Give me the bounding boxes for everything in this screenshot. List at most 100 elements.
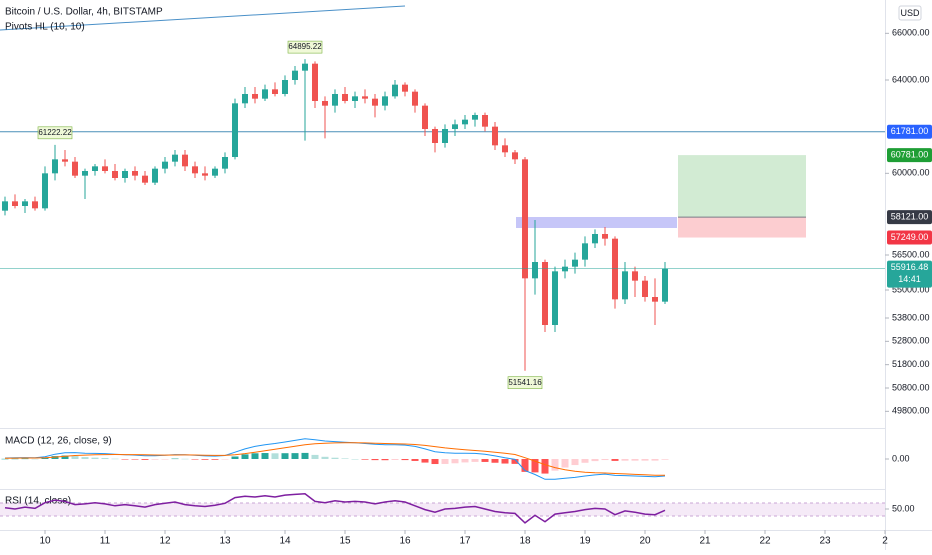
x-tick-label: 12: [159, 536, 171, 547]
x-tick-label: 16: [399, 536, 411, 547]
x-tick-label: 22: [759, 536, 771, 547]
macd-histogram-bar: [401, 459, 409, 461]
macd-histogram-bar: [111, 458, 119, 460]
macd-histogram-bar: [161, 459, 169, 460]
macd-histogram-bar: [531, 459, 539, 473]
candle-body: [122, 171, 128, 178]
macd-histogram-bar: [511, 459, 519, 464]
candle-body: [162, 161, 168, 169]
x-tick-label: 17: [459, 536, 471, 547]
candle-body: [222, 157, 228, 169]
candle-body: [132, 171, 138, 176]
countdown-label: 14:41: [898, 274, 921, 284]
macd-histogram-bar: [421, 459, 429, 463]
x-tick-label: 14: [279, 536, 291, 547]
x-tick-label: 13: [219, 536, 231, 547]
candle-body: [662, 268, 668, 302]
candle-body: [12, 201, 18, 206]
macd-histogram-bar: [641, 459, 649, 461]
candle-body: [32, 201, 38, 209]
y-tick-label: 55000.00: [892, 284, 930, 294]
candle-body: [472, 115, 478, 120]
candle-body: [272, 89, 278, 94]
candle-body: [502, 145, 508, 153]
macd-histogram-bar: [341, 458, 349, 459]
candle-body: [592, 234, 598, 244]
macd-histogram-bar: [411, 459, 419, 461]
macd-histogram-bar: [321, 456, 329, 459]
macd-histogram-bar: [301, 452, 309, 459]
candle-body: [452, 124, 458, 129]
candle-body: [512, 152, 518, 160]
macd-histogram-bar: [621, 459, 629, 461]
rsi-title: RSI (14, close): [5, 496, 71, 507]
macd-histogram-bar: [281, 453, 289, 459]
pivot-label: 64895.22: [288, 42, 322, 51]
macd-histogram-bar: [21, 458, 29, 460]
macd-histogram-bar: [581, 459, 589, 463]
candle-body: [542, 262, 548, 325]
macd-histogram-bar: [661, 459, 669, 460]
currency-button[interactable]: [898, 5, 922, 21]
candle-body: [372, 98, 378, 106]
price-level-label: 57249.00: [891, 232, 929, 242]
candle-body: [562, 266, 568, 272]
macd-histogram-bar: [591, 459, 599, 462]
macd-histogram-bar: [41, 457, 49, 459]
pivot-label-box: [507, 376, 543, 390]
candle-body: [42, 173, 48, 209]
candle-body: [602, 234, 608, 239]
macd-histogram-bar: [391, 459, 399, 460]
macd-histogram-bar: [121, 459, 129, 460]
macd-histogram-bar: [381, 459, 389, 461]
candle-body: [152, 168, 158, 183]
price-level-tag: [887, 210, 932, 225]
y-tick-label: 52800.00: [892, 336, 930, 346]
candle-body: [582, 243, 588, 260]
price-level-tag: [887, 148, 932, 163]
candle-body: [262, 89, 268, 99]
macd-histogram-bar: [541, 459, 549, 474]
candle-body: [92, 166, 98, 171]
y-tick-label: 64000.00: [892, 74, 930, 84]
macd-histogram-bar: [251, 453, 259, 459]
indicator-label: Pivots HL (10, 10): [5, 22, 85, 33]
candle-body: [572, 259, 578, 267]
macd-histogram-bar: [441, 459, 449, 464]
candle-body: [2, 201, 8, 211]
candle-body: [112, 171, 118, 178]
position-target: [678, 155, 806, 218]
last-price-tag: [887, 260, 932, 288]
macd-histogram-bar: [181, 458, 189, 460]
macd-histogram-bar: [331, 457, 339, 459]
x-tick-label: 11: [100, 536, 111, 547]
currency-label[interactable]: USD: [900, 8, 920, 18]
macd-histogram-bar: [1, 458, 9, 460]
macd-histogram-bar: [361, 459, 369, 460]
pivot-label: 61222.22: [38, 128, 72, 137]
candle-body: [82, 171, 88, 176]
macd-histogram-bar: [141, 459, 149, 460]
candle-body: [182, 154, 188, 167]
y-tick-label: 66000.00: [892, 28, 930, 38]
macd-y-tick-label: 0.00: [892, 453, 910, 463]
candle-body: [282, 80, 288, 94]
macd-histogram-bar: [461, 459, 469, 463]
macd-histogram-bar: [171, 458, 179, 460]
macd-histogram-bar: [71, 456, 79, 459]
candle-body: [212, 168, 218, 176]
candle-body: [312, 63, 318, 101]
trend-line: [0, 5, 406, 31]
macd-histogram-bar: [221, 459, 229, 460]
macd-histogram-bar: [31, 458, 39, 460]
candle-body: [322, 101, 328, 106]
candle-body: [292, 70, 298, 80]
macd-histogram-bar: [561, 459, 569, 468]
x-tick-label: 18: [519, 536, 531, 547]
candle-body: [302, 63, 308, 71]
macd-histogram-bar: [611, 459, 619, 461]
macd-histogram-bar: [351, 459, 359, 460]
price-level-label: 58121.00: [891, 212, 929, 222]
candle-body: [142, 175, 148, 183]
candle-body: [62, 159, 68, 162]
